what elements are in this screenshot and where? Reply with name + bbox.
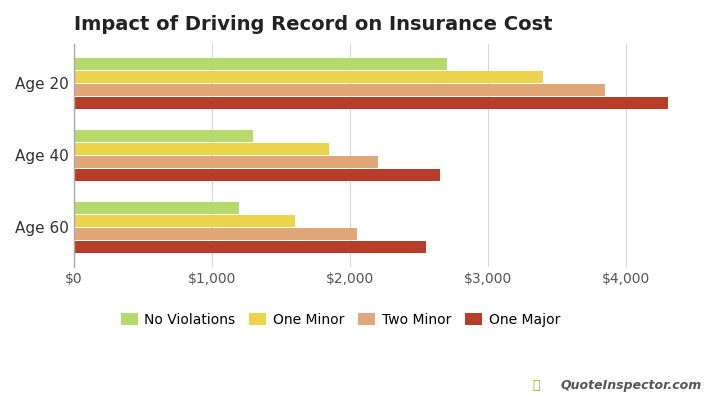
Bar: [74, 58, 447, 70]
Bar: [74, 240, 426, 253]
Text: Impact of Driving Record on Insurance Cost: Impact of Driving Record on Insurance Co…: [74, 15, 552, 34]
Bar: [74, 97, 668, 109]
Bar: [74, 215, 295, 227]
Bar: [74, 143, 329, 155]
Legend: No Violations, One Minor, Two Minor, One Major: No Violations, One Minor, Two Minor, One…: [115, 307, 565, 332]
Bar: [74, 71, 543, 83]
Text: QuoteInspector.com: QuoteInspector.com: [561, 379, 702, 392]
Bar: [74, 228, 357, 240]
Text: Ⓠ: Ⓠ: [532, 379, 539, 392]
Bar: [74, 202, 240, 214]
Bar: [74, 84, 605, 96]
Bar: [74, 130, 253, 142]
Bar: [74, 156, 377, 168]
Bar: [74, 169, 439, 181]
